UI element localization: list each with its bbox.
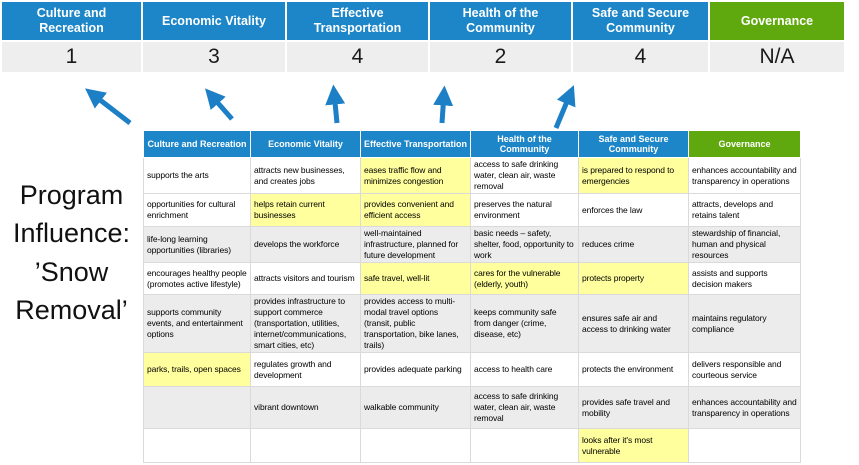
summary-score-safe-and-secure-community: 4 [573, 42, 708, 72]
matrix-cell: provides safe travel and mobility [578, 386, 689, 429]
matrix-cell: cares for the vulnerable (elderly, youth… [470, 262, 579, 295]
summary-score-economic-vitality: 3 [143, 42, 285, 72]
matrix-cell: enforces the law [578, 193, 689, 227]
matrix-cell: helps retain current businesses [250, 193, 361, 227]
matrix-cell: keeps community safe from danger (crime,… [470, 294, 579, 353]
matrix-cell: opportunities for cultural enrichment [143, 193, 251, 227]
matrix-cell: supports community events, and entertain… [143, 294, 251, 353]
matrix-cell: well-maintained infrastructure, planned … [360, 226, 471, 263]
matrix-cell: develops the workforce [250, 226, 361, 263]
arrow-culture-and-recreation [85, 88, 132, 125]
matrix-cell: enhances accountability and transparency… [688, 157, 801, 194]
program-influence-label: Program Influence: ’Snow Removal’ [12, 180, 131, 325]
summary-header-culture-and-recreation: Culture and Recreation [2, 2, 141, 40]
matrix-cell: life-long learning opportunities (librar… [143, 226, 251, 263]
matrix-cell: provides infrastructure to support comme… [250, 294, 361, 353]
arrow-effective-transportation [325, 84, 346, 124]
matrix-header-safe-and-secure-community: Safe and Secure Community [578, 130, 689, 158]
matrix-cell: walkable community [360, 386, 471, 429]
matrix-cell: maintains regulatory compliance [688, 294, 801, 353]
summary-header-governance: Governance [710, 2, 844, 40]
priority-summary-table: Culture and Recreation Economic Vitality… [2, 2, 844, 72]
influence-matrix-table: Culture and Recreation Economic Vitality… [143, 130, 801, 463]
table-row: encourages healthy people (promotes acti… [143, 262, 801, 295]
arrow-safe-and-secure-community [553, 85, 576, 129]
table-row: vibrant downtown walkable community acce… [143, 386, 801, 429]
matrix-cell: access to safe drinking water, clean air… [470, 157, 579, 194]
arrow-health-of-the-community [433, 85, 454, 124]
table-row: parks, trails, open spaces regulates gro… [143, 352, 801, 387]
table-row: opportunities for cultural enrichment he… [143, 193, 801, 227]
matrix-header-effective-transportation: Effective Transportation [360, 130, 471, 158]
matrix-cell: provides access to multi-modal travel op… [360, 294, 471, 353]
matrix-cell [143, 386, 251, 429]
matrix-cell [360, 428, 471, 463]
matrix-cell: is prepared to respond to emergencies [578, 157, 689, 194]
table-row: looks after it's most vulnerable [143, 428, 801, 463]
matrix-cell: encourages healthy people (promotes acti… [143, 262, 251, 295]
matrix-cell: attracts visitors and tourism [250, 262, 361, 295]
table-row: life-long learning opportunities (librar… [143, 226, 801, 263]
matrix-cell: provides adequate parking [360, 352, 471, 387]
matrix-cell [470, 428, 579, 463]
matrix-cell: vibrant downtown [250, 386, 361, 429]
matrix-cell: parks, trails, open spaces [143, 352, 251, 387]
matrix-cell: looks after it's most vulnerable [578, 428, 689, 463]
matrix-cell: regulates growth and development [250, 352, 361, 387]
matrix-cell: access to health care [470, 352, 579, 387]
table-row: supports the arts attracts new businesse… [143, 157, 801, 194]
arrow-economic-vitality [205, 88, 234, 121]
matrix-header-economic-vitality: Economic Vitality [250, 130, 361, 158]
matrix-cell [688, 428, 801, 463]
matrix-cell: stewardship of financial, human and phys… [688, 226, 801, 263]
matrix-cell: basic needs – safety, shelter, food, opp… [470, 226, 579, 263]
matrix-cell [250, 428, 361, 463]
matrix-header-culture-and-recreation: Culture and Recreation [143, 130, 251, 158]
matrix-cell: provides convenient and efficient access [360, 193, 471, 227]
summary-header-economic-vitality: Economic Vitality [143, 2, 285, 40]
matrix-header-health-of-the-community: Health of the Community [470, 130, 579, 158]
summary-score-effective-transportation: 4 [287, 42, 428, 72]
matrix-cell: assists and supports decision makers [688, 262, 801, 295]
matrix-header-row: Culture and Recreation Economic Vitality… [143, 130, 801, 158]
matrix-cell: protects the environment [578, 352, 689, 387]
influence-arrows [85, 84, 576, 129]
matrix-cell: eases traffic flow and minimizes congest… [360, 157, 471, 194]
matrix-cell: enhances accountability and transparency… [688, 386, 801, 429]
matrix-cell: preserves the natural environment [470, 193, 579, 227]
table-row: supports community events, and entertain… [143, 294, 801, 353]
matrix-cell: reduces crime [578, 226, 689, 263]
matrix-cell [143, 428, 251, 463]
summary-score-culture-and-recreation: 1 [2, 42, 141, 72]
summary-header-health-of-the-community: Health of the Community [430, 2, 571, 40]
summary-header-effective-transportation: Effective Transportation [287, 2, 428, 40]
matrix-header-governance: Governance [688, 130, 801, 158]
matrix-cell: ensures safe air and access to drinking … [578, 294, 689, 353]
matrix-cell: delivers responsible and courteous servi… [688, 352, 801, 387]
summary-score-governance: N/A [710, 42, 844, 72]
matrix-cell: access to safe drinking water, clean air… [470, 386, 579, 429]
matrix-cell: safe travel, well-lit [360, 262, 471, 295]
matrix-cell: attracts, develops and retains talent [688, 193, 801, 227]
matrix-cell: supports the arts [143, 157, 251, 194]
summary-score-health-of-the-community: 2 [430, 42, 571, 72]
matrix-cell: attracts new businesses, and creates job… [250, 157, 361, 194]
summary-header-safe-and-secure-community: Safe and Secure Community [573, 2, 708, 40]
matrix-cell: protects property [578, 262, 689, 295]
